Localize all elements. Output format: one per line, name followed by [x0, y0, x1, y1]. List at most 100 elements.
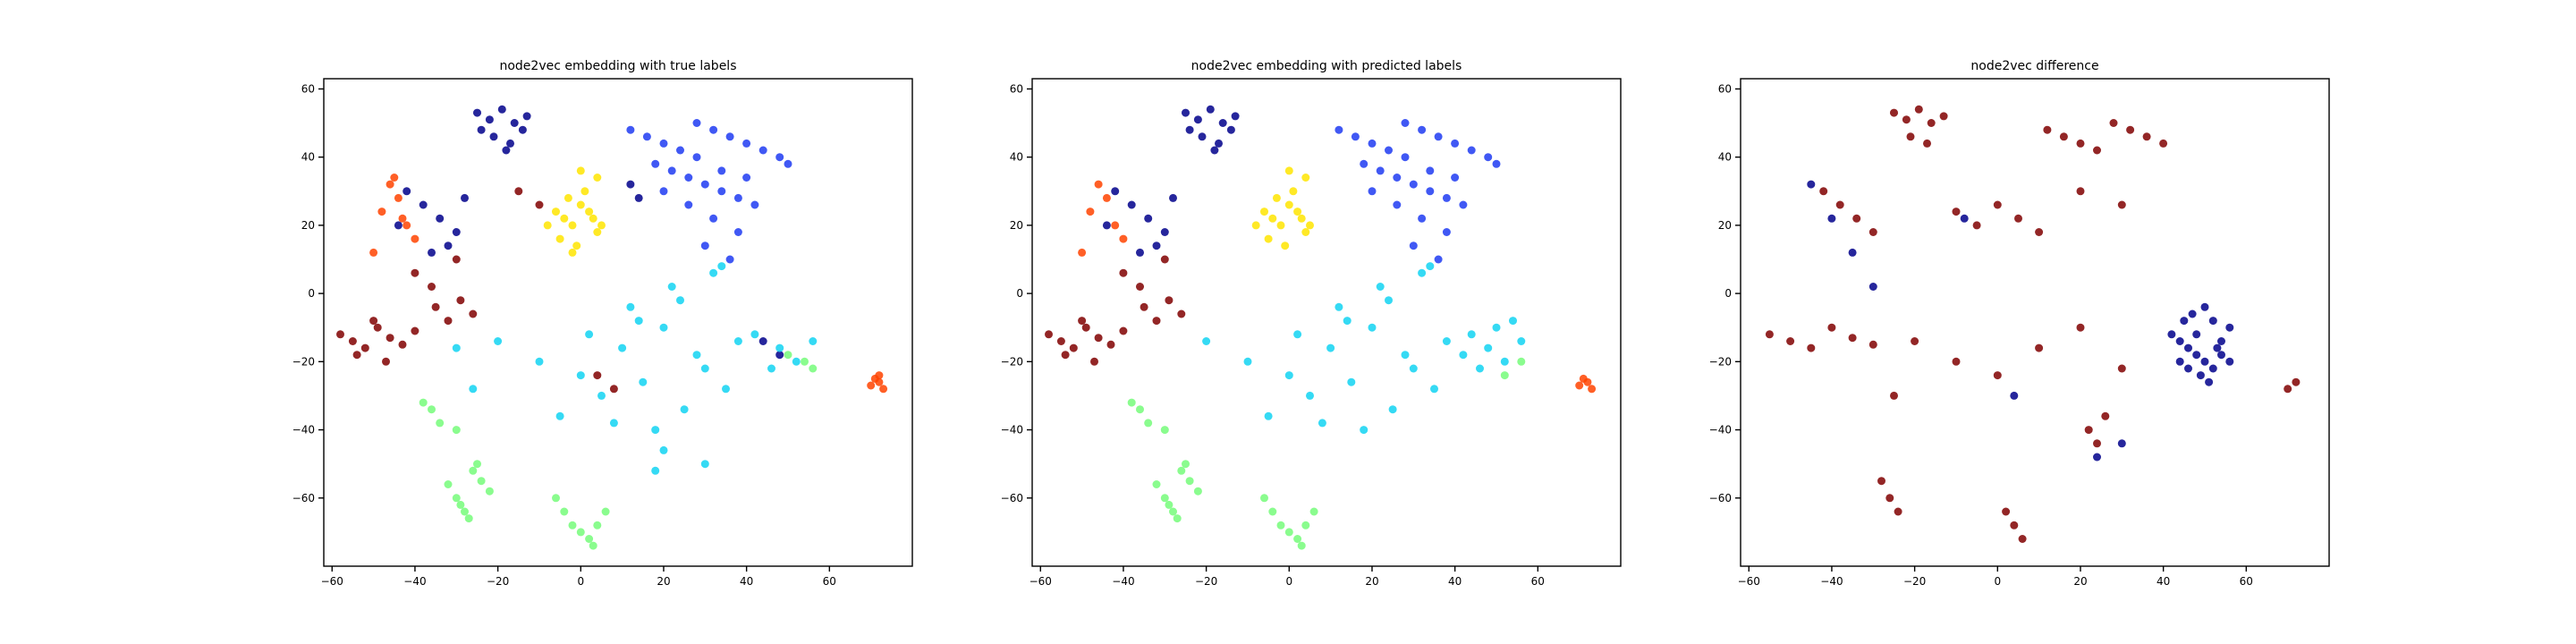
data-point	[651, 466, 660, 475]
data-point	[1868, 283, 1877, 291]
data-point	[419, 398, 428, 407]
data-point	[2192, 330, 2201, 339]
data-point	[461, 507, 469, 516]
data-point	[1401, 153, 1410, 162]
data-point	[1289, 187, 1298, 196]
data-point	[1827, 214, 1836, 223]
data-point	[879, 385, 888, 394]
data-point	[1111, 187, 1120, 196]
data-point	[1272, 193, 1281, 202]
data-point	[469, 385, 478, 394]
data-point	[684, 200, 693, 209]
data-point	[589, 214, 597, 223]
data-point	[1807, 343, 1816, 352]
data-point	[784, 159, 792, 168]
x-tick-label: 60	[2240, 575, 2253, 588]
y-tick-label: −60	[1001, 492, 1023, 504]
data-point	[725, 132, 734, 141]
data-point	[1765, 330, 1774, 339]
data-point	[1848, 248, 1857, 257]
data-point	[1177, 466, 1186, 475]
x-tick-label: −40	[1820, 575, 1843, 588]
data-point	[336, 330, 344, 339]
data-point	[1368, 139, 1377, 148]
data-point	[1588, 385, 1597, 394]
data-point	[1284, 371, 1293, 380]
data-point	[585, 330, 594, 339]
y-tick-label: 60	[1010, 82, 1023, 95]
y-tick-label: 20	[301, 219, 315, 232]
data-point	[1335, 302, 1343, 311]
data-point	[428, 283, 436, 291]
x-tick-label: −60	[1738, 575, 1760, 588]
data-point	[373, 323, 382, 332]
x-tick-label: 20	[657, 575, 670, 588]
data-point	[469, 466, 478, 475]
data-point	[2188, 309, 2197, 318]
data-point	[555, 411, 564, 420]
data-point	[700, 242, 709, 250]
data-point	[1326, 343, 1335, 352]
data-point	[1409, 364, 1418, 373]
data-point	[1894, 507, 1902, 516]
data-point	[1081, 323, 1090, 332]
data-point	[402, 221, 411, 230]
data-point	[2014, 214, 2022, 223]
data-point	[1185, 125, 1194, 134]
data-point	[560, 507, 569, 516]
data-point	[634, 193, 643, 202]
data-point	[1136, 405, 1144, 414]
data-point	[2167, 330, 2176, 339]
data-point	[502, 146, 511, 155]
data-point	[360, 343, 369, 352]
data-point	[700, 460, 709, 469]
data-point	[576, 200, 585, 209]
y-tick-label: −60	[292, 492, 315, 504]
data-point	[568, 221, 577, 230]
data-point	[1418, 268, 1427, 277]
data-point	[2002, 507, 2011, 516]
data-point	[1467, 146, 1476, 155]
data-point	[1368, 323, 1377, 332]
data-point	[775, 351, 784, 360]
data-point	[1335, 125, 1343, 134]
data-point	[1160, 426, 1169, 435]
data-point	[585, 535, 594, 543]
data-point	[1868, 340, 1877, 349]
data-point	[1260, 208, 1268, 216]
data-point	[352, 351, 361, 360]
data-point	[676, 296, 684, 305]
data-point	[589, 541, 597, 550]
data-point	[514, 187, 523, 196]
data-point	[2184, 343, 2192, 352]
data-point	[750, 200, 759, 209]
y-tick-label: 40	[1718, 151, 1732, 164]
y-tick-label: 60	[301, 82, 315, 95]
data-point	[2059, 132, 2068, 141]
data-point	[601, 507, 610, 516]
data-point	[1923, 139, 1931, 148]
data-point	[1144, 214, 1153, 223]
data-point	[733, 228, 742, 236]
y-tick-label: −40	[1709, 424, 1732, 436]
y-tick-label: −40	[1001, 424, 1023, 436]
data-point	[593, 228, 602, 236]
data-point	[1061, 351, 1070, 360]
data-point	[398, 214, 407, 223]
data-point	[580, 187, 589, 196]
data-point	[452, 228, 461, 236]
data-point	[1090, 357, 1098, 366]
data-point	[411, 326, 419, 335]
x-tick-label: 60	[1531, 575, 1545, 588]
data-point	[1264, 234, 1273, 243]
data-point	[394, 221, 402, 230]
data-point	[1094, 180, 1103, 189]
x-tick-label: 0	[1285, 575, 1292, 588]
data-point	[717, 262, 726, 271]
data-point	[742, 139, 751, 148]
data-point	[473, 460, 481, 469]
data-point	[709, 268, 718, 277]
data-point	[1160, 255, 1169, 264]
data-point	[1827, 323, 1836, 332]
data-point	[2010, 391, 2019, 400]
